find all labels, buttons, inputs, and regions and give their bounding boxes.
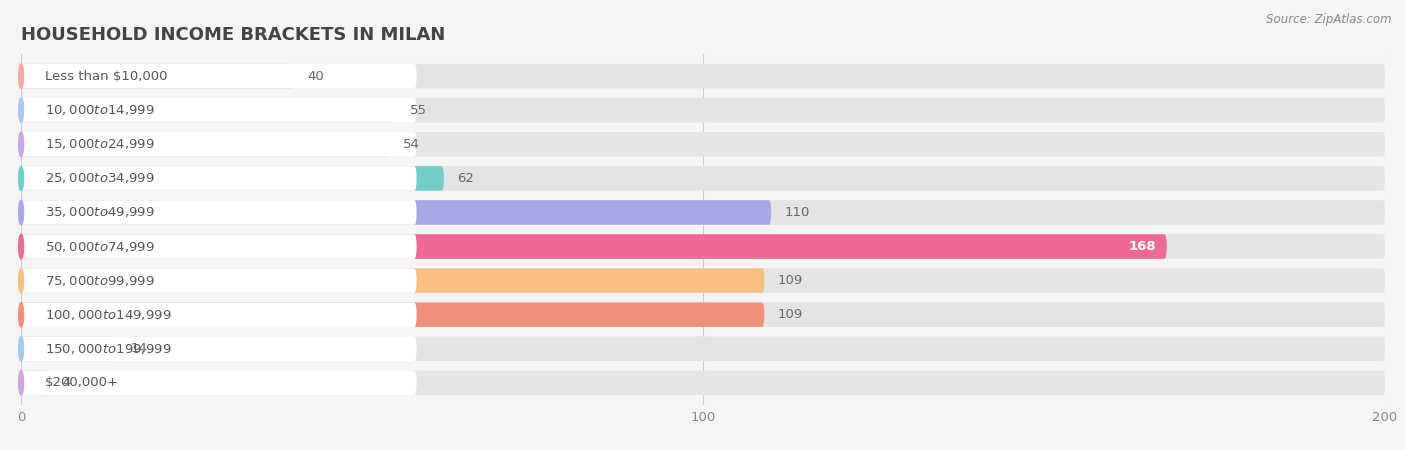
Circle shape <box>18 337 24 361</box>
FancyBboxPatch shape <box>21 98 416 122</box>
Text: $75,000 to $99,999: $75,000 to $99,999 <box>45 274 155 288</box>
FancyBboxPatch shape <box>21 200 1385 225</box>
Text: 168: 168 <box>1129 240 1157 253</box>
Text: $50,000 to $74,999: $50,000 to $74,999 <box>45 239 155 253</box>
Text: 109: 109 <box>778 274 803 287</box>
FancyBboxPatch shape <box>21 268 416 293</box>
Text: $35,000 to $49,999: $35,000 to $49,999 <box>45 206 155 220</box>
FancyBboxPatch shape <box>21 166 1385 191</box>
FancyBboxPatch shape <box>21 64 294 88</box>
FancyBboxPatch shape <box>21 268 765 293</box>
FancyBboxPatch shape <box>21 337 416 361</box>
FancyBboxPatch shape <box>21 371 48 395</box>
Text: Source: ZipAtlas.com: Source: ZipAtlas.com <box>1267 14 1392 27</box>
FancyBboxPatch shape <box>21 64 416 88</box>
FancyBboxPatch shape <box>21 166 444 191</box>
FancyBboxPatch shape <box>21 268 1385 293</box>
FancyBboxPatch shape <box>21 234 1385 259</box>
Text: 62: 62 <box>457 172 474 185</box>
FancyBboxPatch shape <box>21 371 1385 395</box>
Circle shape <box>18 234 24 259</box>
FancyBboxPatch shape <box>21 166 416 191</box>
Circle shape <box>18 98 24 122</box>
FancyBboxPatch shape <box>21 371 416 395</box>
Text: Less than $10,000: Less than $10,000 <box>45 70 167 83</box>
Text: HOUSEHOLD INCOME BRACKETS IN MILAN: HOUSEHOLD INCOME BRACKETS IN MILAN <box>21 26 446 44</box>
Text: 4: 4 <box>62 376 70 389</box>
FancyBboxPatch shape <box>21 302 416 327</box>
Circle shape <box>18 371 24 395</box>
FancyBboxPatch shape <box>21 302 1385 327</box>
Circle shape <box>18 268 24 293</box>
Circle shape <box>18 200 24 225</box>
Circle shape <box>18 64 24 88</box>
FancyBboxPatch shape <box>21 132 1385 157</box>
Text: 14: 14 <box>131 342 148 355</box>
Text: $150,000 to $199,999: $150,000 to $199,999 <box>45 342 172 356</box>
Text: 54: 54 <box>404 138 420 151</box>
Circle shape <box>18 132 24 157</box>
Text: 110: 110 <box>785 206 810 219</box>
Text: 40: 40 <box>308 70 325 83</box>
Circle shape <box>18 302 24 327</box>
FancyBboxPatch shape <box>21 64 1385 88</box>
Text: $25,000 to $34,999: $25,000 to $34,999 <box>45 171 155 185</box>
Text: $10,000 to $14,999: $10,000 to $14,999 <box>45 103 155 117</box>
FancyBboxPatch shape <box>21 337 1385 361</box>
FancyBboxPatch shape <box>21 337 117 361</box>
FancyBboxPatch shape <box>21 234 1167 259</box>
FancyBboxPatch shape <box>21 132 416 157</box>
Circle shape <box>18 166 24 191</box>
FancyBboxPatch shape <box>21 98 1385 122</box>
FancyBboxPatch shape <box>21 200 416 225</box>
FancyBboxPatch shape <box>21 98 396 122</box>
Text: $15,000 to $24,999: $15,000 to $24,999 <box>45 137 155 151</box>
FancyBboxPatch shape <box>21 200 772 225</box>
FancyBboxPatch shape <box>21 302 765 327</box>
Text: 109: 109 <box>778 308 803 321</box>
Text: $100,000 to $149,999: $100,000 to $149,999 <box>45 308 172 322</box>
Text: 55: 55 <box>409 104 427 117</box>
FancyBboxPatch shape <box>21 132 389 157</box>
Text: $200,000+: $200,000+ <box>45 376 120 389</box>
FancyBboxPatch shape <box>21 234 416 259</box>
